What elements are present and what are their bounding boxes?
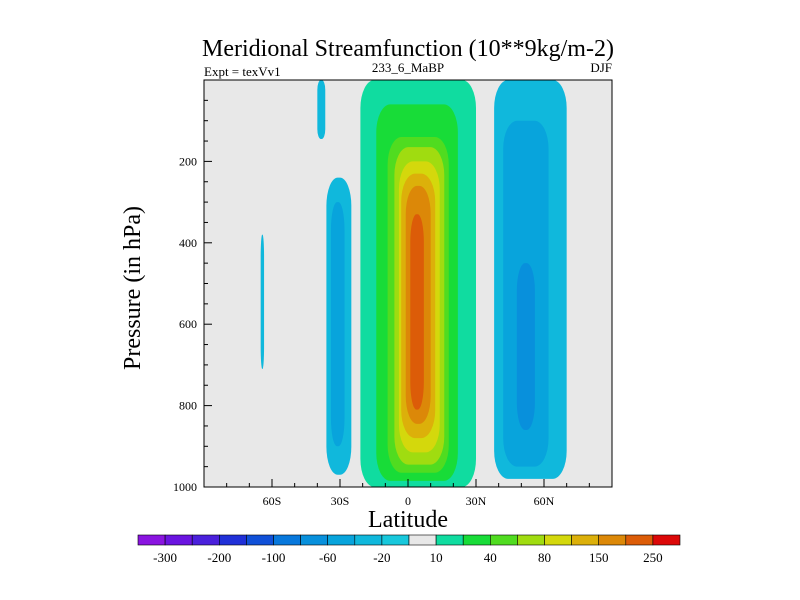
plot-area <box>204 80 612 487</box>
colorbar-label: -200 <box>207 550 231 565</box>
colorbar-box <box>273 534 301 546</box>
colorbar-box <box>381 534 410 546</box>
colorbar-box <box>300 534 329 546</box>
colorbar-label: 80 <box>538 550 551 565</box>
x-tick-label: 60S <box>263 494 282 508</box>
colorbar-box <box>625 534 654 546</box>
colorbar-box <box>544 534 572 546</box>
y-tick-label: 400 <box>179 236 197 250</box>
colorbar-label: 150 <box>589 550 609 565</box>
colorbar-label: 10 <box>430 550 443 565</box>
x-tick-label: 60N <box>534 494 555 508</box>
colorbar-box <box>327 534 356 546</box>
colorbar-label: -300 <box>153 550 177 565</box>
colorbar-label: 40 <box>484 550 497 565</box>
cell-hadley-250 <box>410 214 424 410</box>
colorbar-label: -20 <box>373 550 390 565</box>
colorbar-box <box>571 534 599 546</box>
y-tick-label: 600 <box>179 317 197 331</box>
y-tick-label: 1000 <box>173 480 197 494</box>
cell-sh-strat <box>317 80 326 140</box>
cell-nh-ferrel-core <box>516 263 535 431</box>
y-tick-label: 200 <box>179 154 197 168</box>
y-axis-label: Pressure (in hPa) <box>120 206 146 370</box>
colorbar-box <box>408 534 437 546</box>
colorbar-box <box>164 534 193 546</box>
x-tick-label: 30N <box>466 494 487 508</box>
axes: 200 400 600 800 1000 60S 30S 0 30N 60N <box>173 79 613 508</box>
colorbar-box <box>652 534 681 546</box>
x-axis-label: Latitude <box>368 507 448 533</box>
experiment-label: Expt = texVv1 <box>204 64 281 79</box>
x-tick-label: 0 <box>405 494 411 508</box>
colorbar: -300 -200 -100 -60 -20 10 40 80 150 250 <box>137 534 681 565</box>
x-tick-label: 30S <box>331 494 350 508</box>
colorbar-box <box>598 534 627 546</box>
y-tick-label: 800 <box>179 399 197 413</box>
run-label: 233_6_MaBP <box>372 60 444 75</box>
colorbar-box <box>435 534 464 546</box>
colorbar-box <box>246 534 274 546</box>
chart-title: Meridional Streamfunction (10**9kg/m-2) <box>202 36 614 62</box>
colorbar-box <box>137 534 166 546</box>
colorbar-box <box>489 534 518 546</box>
colorbar-box <box>462 534 491 546</box>
season-label: DJF <box>590 60 612 75</box>
colorbar-box <box>191 534 220 546</box>
colorbar-box <box>517 534 545 546</box>
colorbar-label: -60 <box>319 550 336 565</box>
colorbar-label: 250 <box>643 550 663 565</box>
cell-sh-small <box>260 234 265 369</box>
colorbar-box <box>354 534 383 546</box>
colorbar-label: -100 <box>262 550 286 565</box>
cell-sh-ferrel-core <box>330 202 345 447</box>
colorbar-box <box>219 534 247 546</box>
